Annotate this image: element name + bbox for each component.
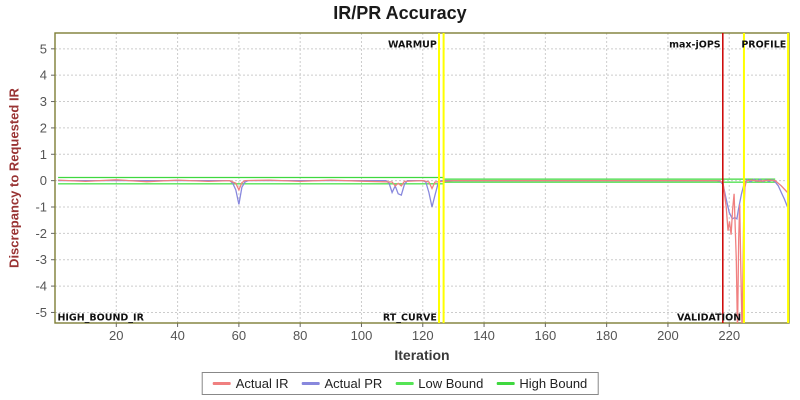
legend-item-low-bound: Low Bound [395, 376, 483, 391]
y-tick-label: -4 [35, 279, 47, 294]
legend-swatch [395, 382, 414, 385]
x-tick-label: 40 [170, 328, 184, 343]
legend-item-actual-pr: Actual PR [301, 376, 382, 391]
x-axis-title: Iteration [394, 347, 450, 363]
chart-title: IR/PR Accuracy [333, 3, 467, 23]
series-line-actual-ir [58, 179, 788, 323]
y-tick-label: -2 [35, 226, 47, 241]
x-tick-label: 120 [412, 328, 434, 343]
legend-item-high-bound: High Bound [496, 376, 587, 391]
annotation-high-bound-ir: HIGH_BOUND_IR [57, 312, 144, 323]
x-tick-label: 220 [718, 328, 740, 343]
x-tick-label: 160 [535, 328, 557, 343]
y-tick-label: 4 [40, 68, 47, 83]
x-tick-label: 140 [473, 328, 495, 343]
legend-label: Actual IR [235, 376, 289, 391]
y-tick-label: -1 [35, 200, 47, 215]
y-tick-label: 2 [40, 120, 47, 135]
legend: Actual IR Actual PR Low Bound High Bound [201, 372, 599, 395]
plot-area: 20 40 60 80 100 120 140 160 180 200 220 -5 -4 -3 -2 -1 0… [35, 32, 790, 343]
y-tick-label: 1 [40, 147, 47, 162]
legend-item-actual-ir: Actual IR [212, 376, 289, 391]
x-tick-label: 200 [657, 328, 679, 343]
annotation-max-jops: max-jOPS [669, 40, 721, 51]
legend-swatch [212, 382, 231, 385]
annotation-profile: PROFILE [741, 40, 786, 51]
legend-label: Low Bound [418, 376, 484, 391]
legend-label: Actual PR [324, 376, 383, 391]
y-tick-label: -3 [35, 252, 47, 267]
annotation-validation: VALIDATION [677, 312, 741, 323]
x-tick-label: 80 [293, 328, 307, 343]
y-tick-label: -5 [35, 305, 47, 320]
x-tick-label: 180 [596, 328, 618, 343]
annotation-warmup: WARMUP [388, 40, 437, 51]
legend-swatch [496, 382, 515, 385]
annotation-rt-curve: RT_CURVE [383, 312, 437, 323]
x-tick-label: 100 [351, 328, 373, 343]
y-tick-label: 0 [40, 173, 47, 188]
legend-swatch [301, 382, 320, 385]
legend-label: High Bound [519, 376, 588, 391]
y-tick-label: 5 [40, 41, 47, 56]
x-tick-label: 20 [109, 328, 123, 343]
x-tick-label: 60 [232, 328, 246, 343]
y-tick-label: 3 [40, 94, 47, 109]
